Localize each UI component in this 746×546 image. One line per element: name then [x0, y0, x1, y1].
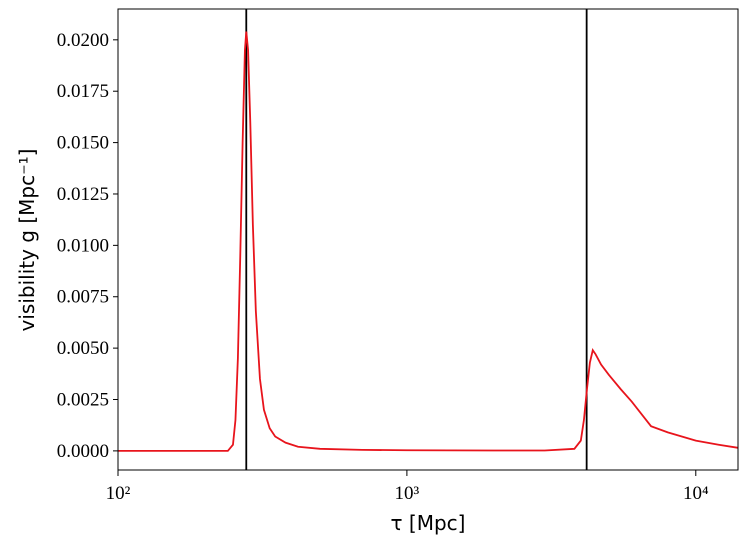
x-tick-label: 10⁴	[683, 483, 709, 504]
y-tick-label: 0.0125	[57, 184, 109, 205]
y-tick-label: 0.0000	[57, 441, 109, 462]
plot-frame	[117, 8, 739, 471]
y-axis-label: visibility g [Mpc⁻¹]	[15, 149, 39, 332]
y-tick-label: 0.0100	[57, 235, 109, 256]
y-tick-label: 0.0050	[57, 338, 109, 359]
x-axis-label: τ [Mpc]	[391, 511, 466, 535]
x-tick-label: 10²	[106, 483, 131, 504]
y-tick-label: 0.0075	[57, 287, 109, 308]
y-tick-label: 0.0175	[57, 81, 109, 102]
line-series	[118, 31, 739, 452]
x-tick-label: 10³	[395, 483, 420, 504]
y-tick-label: 0.0025	[57, 390, 109, 411]
y-tick-label: 0.0150	[57, 133, 109, 154]
y-tick-label: 0.0200	[57, 30, 109, 51]
